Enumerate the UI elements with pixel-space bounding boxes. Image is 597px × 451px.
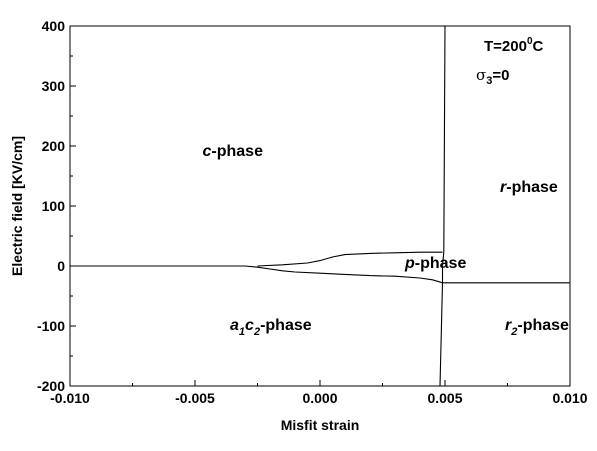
stress-annotation: σ3=0 <box>476 66 509 87</box>
x-axis-label: Misfit strain <box>281 417 360 433</box>
p-phase-label: p-phase <box>404 255 466 272</box>
y-tick-label: 400 <box>42 18 66 34</box>
y-tick-label: 0 <box>57 258 65 274</box>
x-tick-label: 0.010 <box>552 390 587 406</box>
x-tick-label: -0.010 <box>50 390 90 406</box>
y-axis-label: Electric field [KV/cm] <box>9 136 25 276</box>
phase-boundaries <box>70 25 570 387</box>
vertical-boundary-line <box>439 25 446 387</box>
x-axis-ticks: -0.010 -0.005 0.000 0.005 0.010 <box>50 380 588 406</box>
a1c2-phase-label: a1c2-phase <box>230 317 312 338</box>
r2-phase-label: r2-phase <box>505 317 569 338</box>
y-tick-label: -200 <box>37 378 65 394</box>
y-tick-label: 100 <box>42 198 66 214</box>
y-tick-label: 300 <box>42 78 66 94</box>
r-phase-label: r-phase <box>500 179 558 196</box>
x-tick-label: -0.005 <box>175 390 215 406</box>
temperature-annotation: T=2000C <box>484 36 544 55</box>
lower-boundary-line <box>70 265 570 284</box>
x-tick-label: 0.000 <box>302 390 337 406</box>
y-axis-ticks: -200 -100 0 100 200 300 400 <box>37 18 76 394</box>
plot-frame <box>69 25 571 387</box>
upper-boundary-line <box>257 251 443 267</box>
y-tick-label: -100 <box>37 318 65 334</box>
x-tick-label: 0.005 <box>427 390 462 406</box>
c-phase-label: c-phase <box>203 143 264 160</box>
y-tick-label: 200 <box>42 138 66 154</box>
